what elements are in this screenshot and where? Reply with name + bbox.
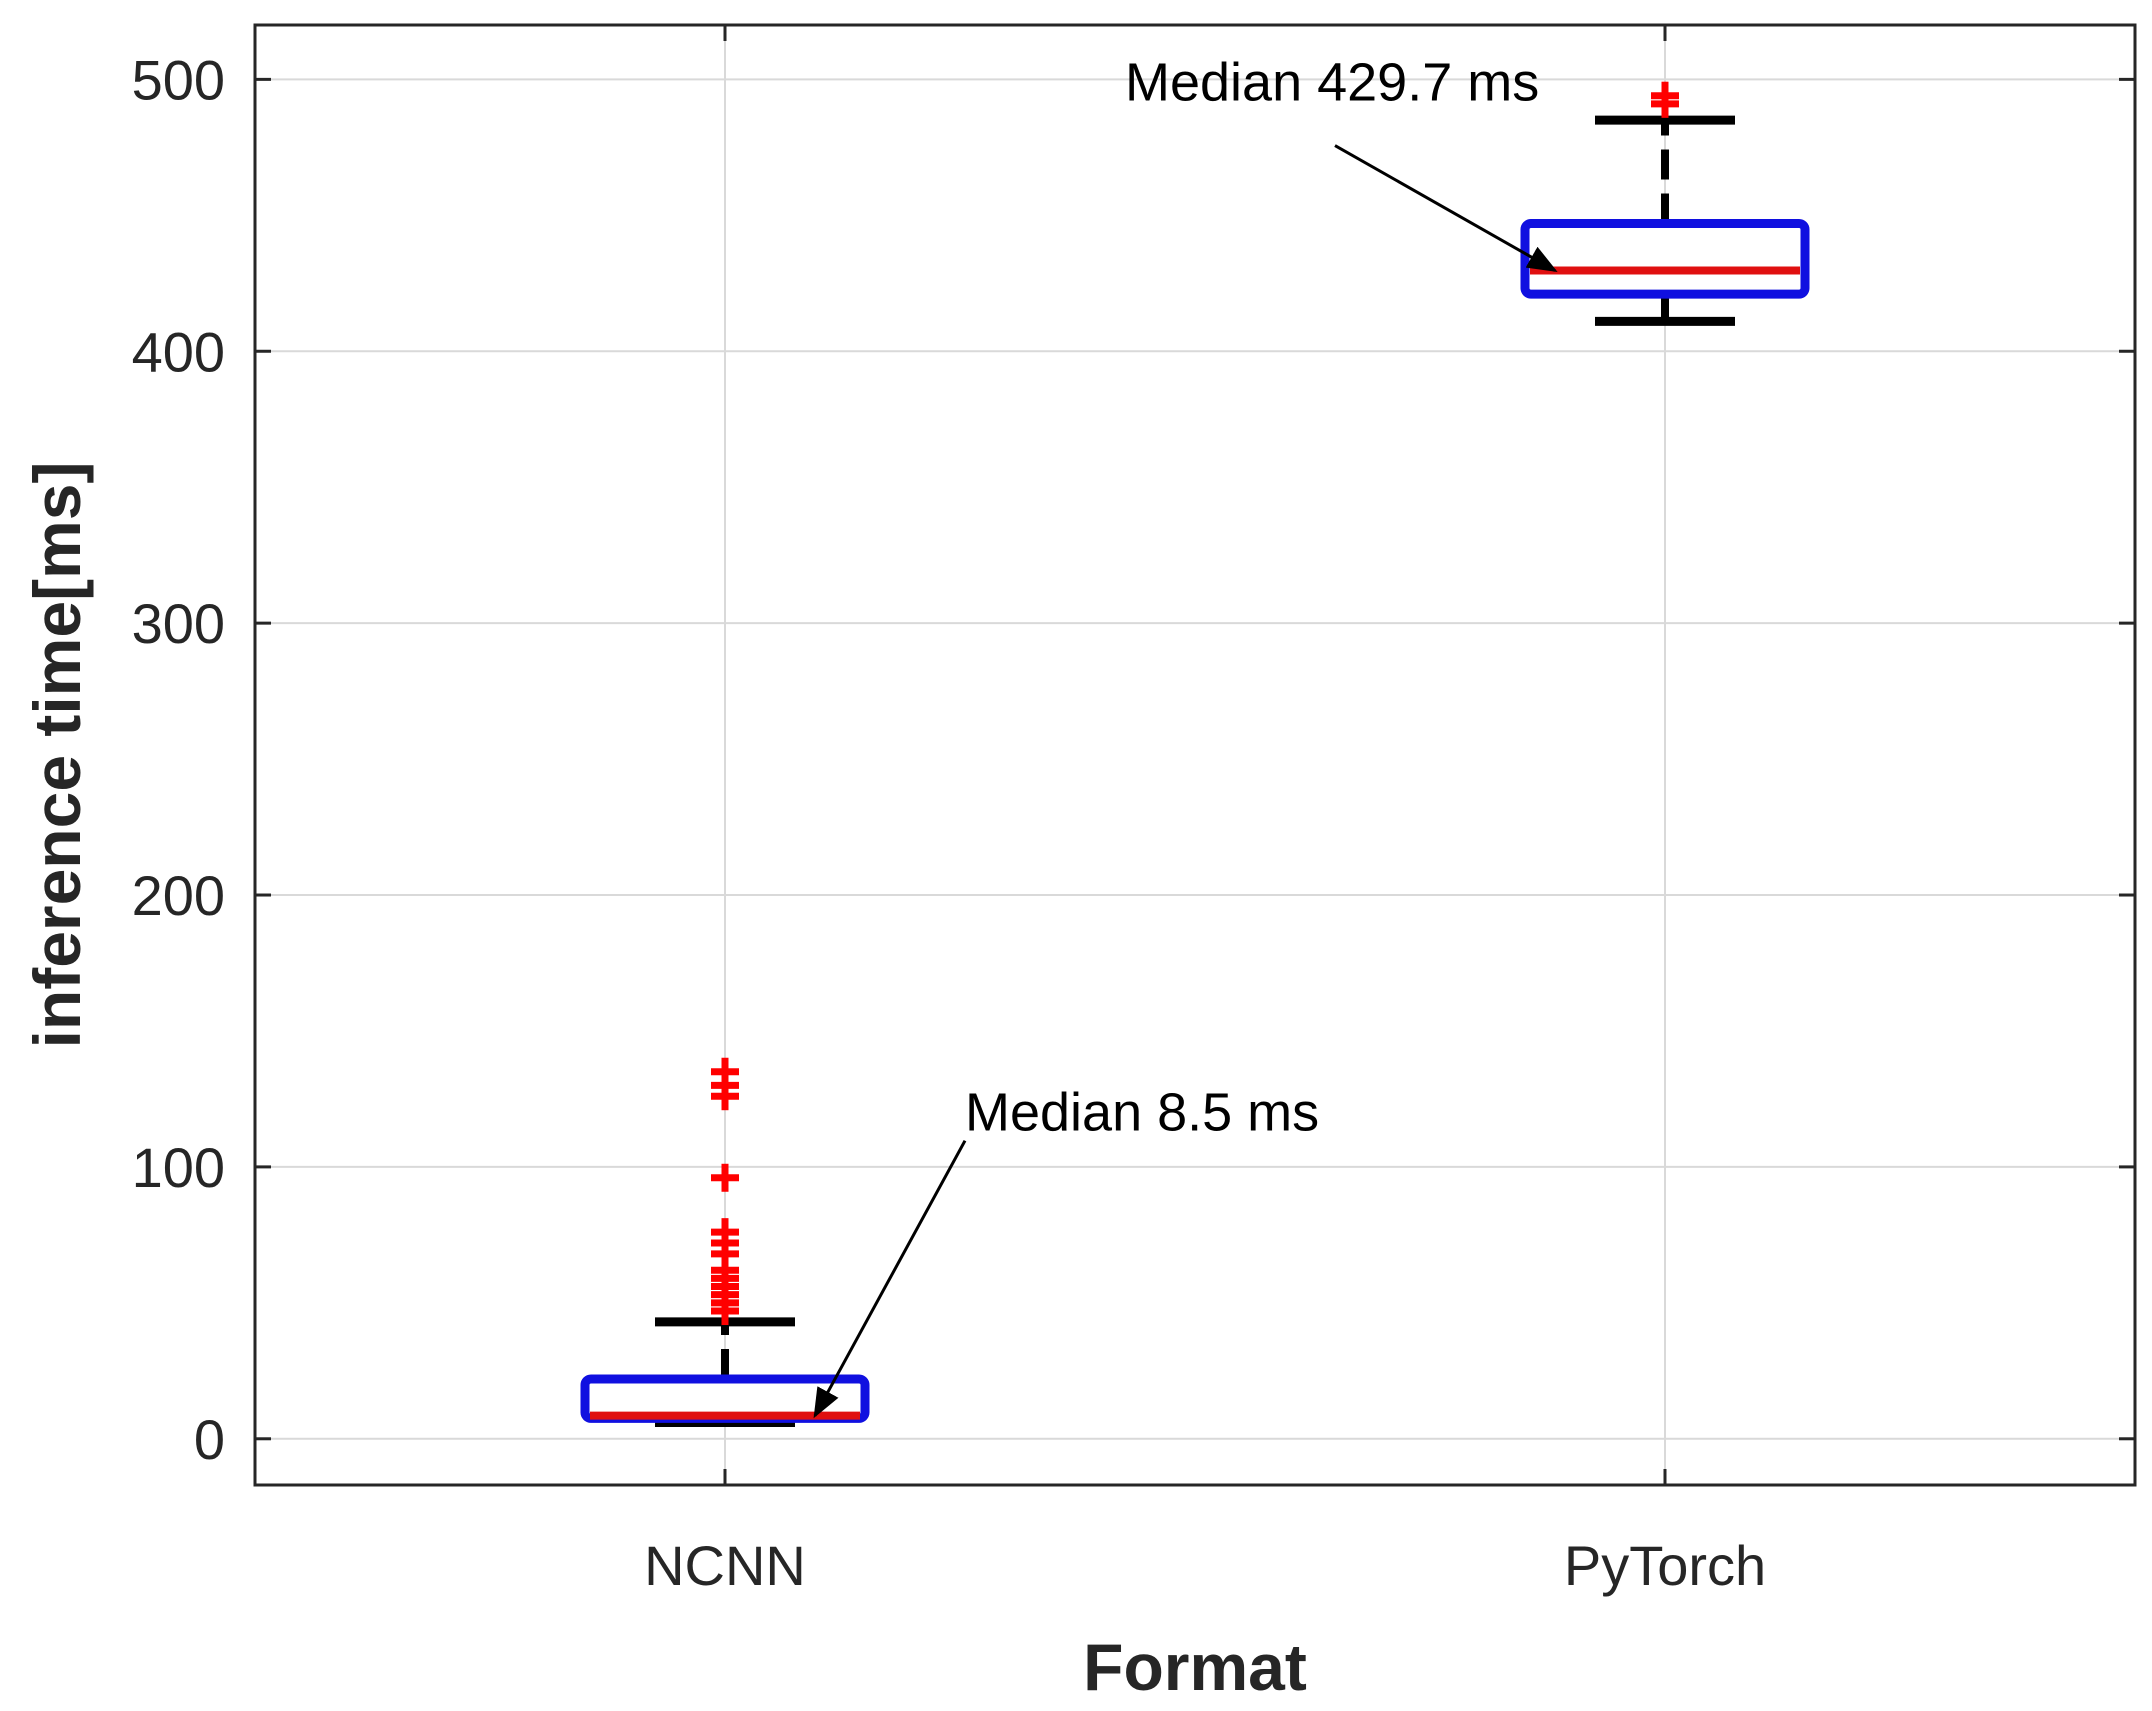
x-tick-label: PyTorch — [1564, 1534, 1766, 1597]
annotation-arrow — [1334, 144, 1558, 272]
plot-frame — [253, 23, 2137, 1487]
box-group — [1520, 81, 1810, 326]
y-tick-label: 0 — [194, 1408, 225, 1471]
box — [1520, 218, 1810, 299]
outlier-marker — [711, 1163, 739, 1192]
x-axis-title: Format — [1083, 1630, 1307, 1704]
annotation-label: Median 429.7 ms — [1125, 53, 1539, 113]
annotation-arrow — [813, 1139, 967, 1419]
y-tick-label: 200 — [132, 864, 225, 927]
outlier-marker — [1651, 81, 1679, 110]
box-group — [580, 1057, 870, 1427]
x-tick-label: NCNN — [644, 1534, 806, 1597]
y-tick-label: 400 — [132, 320, 225, 383]
y-tick-label: 300 — [132, 592, 225, 655]
y-axis-title: inference time[ms] — [20, 462, 94, 1049]
annotation-label: Median 8.5 ms — [965, 1083, 1319, 1143]
outlier-marker — [711, 1057, 739, 1086]
outlier-marker — [711, 1218, 739, 1247]
y-tick-label: 500 — [132, 48, 225, 111]
y-tick-label: 100 — [132, 1136, 225, 1199]
